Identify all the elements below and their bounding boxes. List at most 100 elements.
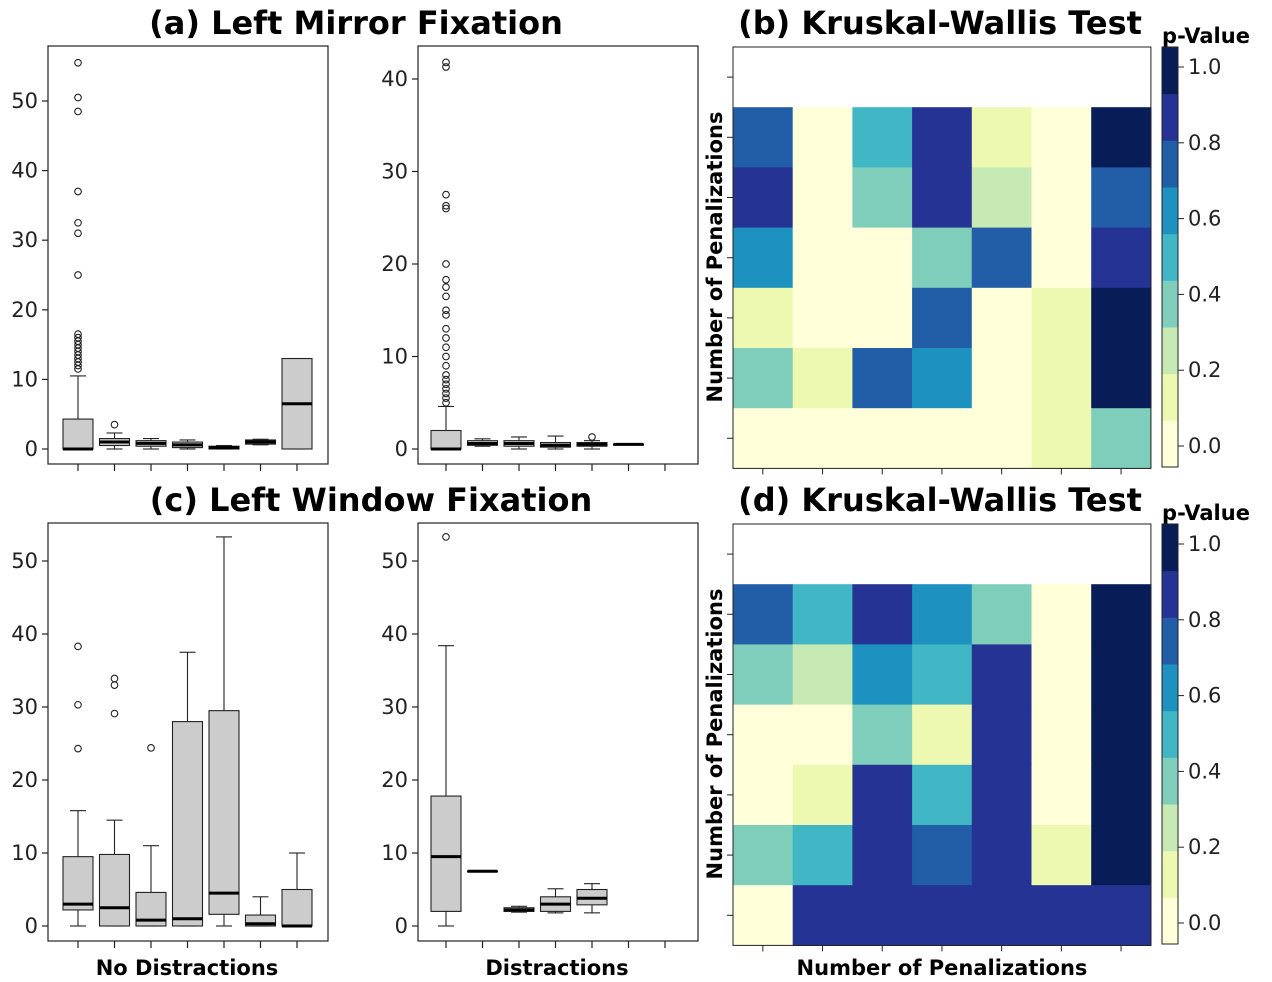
- outlier-point: [110, 674, 119, 683]
- y-tick-label: 40: [11, 622, 38, 646]
- colorbar-tick-label: 1.0: [1188, 532, 1221, 556]
- box-1: [62, 58, 94, 451]
- colorbar-segment: [1162, 524, 1178, 572]
- colorbar-segment: [1162, 420, 1178, 468]
- boxplot-a-right: 0 10 20 30 40: [381, 45, 699, 471]
- heatmap-d-heatmap: 0.0 0.2 0.4 0.6 0.8 1.0: [727, 523, 1221, 952]
- y-tick-label: 0: [395, 437, 408, 461]
- y-tick-label: 40: [381, 622, 408, 646]
- outlier-point: [442, 380, 450, 389]
- heatmap-cell: [1091, 704, 1152, 766]
- y-tick-label: 0: [395, 914, 408, 938]
- outlier-point: [442, 306, 450, 315]
- outlier-point: [442, 398, 450, 407]
- heatmap-cell: [912, 644, 973, 706]
- outlier-point: [442, 283, 450, 291]
- outlier-point: [74, 744, 82, 753]
- box-5: [208, 444, 240, 450]
- heatmap-cell: [1031, 644, 1092, 706]
- heatmap-cell: [912, 408, 973, 469]
- colorbar-segment: [1162, 140, 1178, 188]
- colorbar-tick-label: 0.2: [1188, 358, 1221, 382]
- box-6: [244, 438, 277, 446]
- outlier-point: [74, 229, 82, 238]
- colorbar-segment: [1162, 570, 1178, 618]
- heatmap-cell: [1091, 107, 1152, 168]
- outlier-point: [74, 333, 82, 342]
- outlier-point: [442, 394, 450, 402]
- colorbar-segment: [1162, 327, 1178, 375]
- y-tick-label: 30: [11, 228, 38, 252]
- heatmap-cell: [852, 408, 913, 469]
- heatmap-cell: [852, 167, 913, 229]
- heatmap-cell: [971, 885, 1033, 946]
- heatmap-cell: [1031, 348, 1092, 409]
- colorbar-segment: [1162, 710, 1178, 758]
- colorbar-segment: [1162, 47, 1178, 95]
- colorbar-tick-label: 1.0: [1188, 55, 1221, 79]
- box-iqr: [430, 795, 462, 912]
- heatmap-cell: [1031, 107, 1092, 168]
- x-axis-label-no-distractions: No Distractions: [96, 956, 279, 980]
- boxplot-a-left: 0 10 20 30 40 50: [11, 45, 329, 471]
- colorbar-frame: [1161, 523, 1179, 945]
- box-iqr: [281, 888, 313, 927]
- y-tick-label: 30: [381, 695, 408, 719]
- outlier-point: [74, 642, 82, 651]
- heatmap-cell: [733, 764, 794, 826]
- box-iqr: [244, 914, 277, 927]
- heatmap-cell: [971, 287, 1033, 349]
- box-1: [430, 533, 462, 927]
- heatmap-cell: [733, 287, 794, 349]
- outlier-point: [442, 361, 450, 370]
- heatmap-cell: [1091, 227, 1152, 289]
- box-4: [171, 439, 204, 450]
- heatmap-x-axis-label: Number of Penalizations: [797, 956, 1088, 980]
- box-6: [612, 442, 645, 446]
- plot-frame: [417, 522, 699, 942]
- outlier-point: [442, 260, 450, 268]
- outlier-point: [588, 433, 596, 441]
- heatmap-cell: [792, 408, 853, 469]
- heatmap-cell: [792, 764, 853, 826]
- outlier-point: [442, 204, 450, 213]
- box-7: [281, 852, 313, 928]
- heatmap-cell: [792, 644, 853, 706]
- box-2: [98, 420, 131, 450]
- colorbar-tick-label: 0.8: [1188, 131, 1221, 155]
- outlier-point: [442, 389, 450, 398]
- outlier-point: [110, 420, 119, 429]
- colorbar-segment: [1162, 850, 1178, 898]
- outlier-point: [442, 201, 450, 210]
- outlier-point: [442, 352, 450, 361]
- heatmap-cell: [852, 287, 913, 349]
- colorbar-d-heatmap: 0.0 0.2 0.4 0.6 0.8 1.0: [1161, 523, 1221, 945]
- colorbar-b-label: p-Value: [1162, 24, 1250, 48]
- heatmap-cell: [971, 825, 1033, 886]
- heatmap-b-heatmap: 0.0 0.2 0.4 0.6 0.8 1.0: [727, 46, 1221, 475]
- heatmap-cell: [792, 287, 853, 349]
- box-iqr: [98, 853, 131, 927]
- colorbar-frame: [1161, 46, 1179, 468]
- heatmap-cell: [733, 704, 794, 766]
- heatmap-cell: [852, 584, 913, 645]
- y-tick-label: 0: [25, 437, 38, 461]
- box-3: [503, 436, 535, 450]
- y-tick-label: 10: [11, 367, 38, 391]
- plot-frame: [417, 45, 699, 465]
- box-7: [281, 357, 313, 450]
- outlier-point: [442, 190, 450, 199]
- colorbar-segment: [1162, 804, 1178, 852]
- colorbar-segment: [1162, 187, 1178, 235]
- box-2: [98, 674, 131, 927]
- heatmap-cell: [912, 885, 973, 946]
- heatmap-cell: [1031, 825, 1092, 886]
- y-tick-label: 20: [11, 298, 38, 322]
- box-iqr: [430, 429, 462, 450]
- heatmap-cell: [792, 348, 853, 409]
- y-tick-label: 20: [381, 768, 408, 792]
- y-tick-label: 10: [381, 841, 408, 865]
- outlier-point: [442, 324, 450, 333]
- heatmap-cell: [852, 704, 913, 766]
